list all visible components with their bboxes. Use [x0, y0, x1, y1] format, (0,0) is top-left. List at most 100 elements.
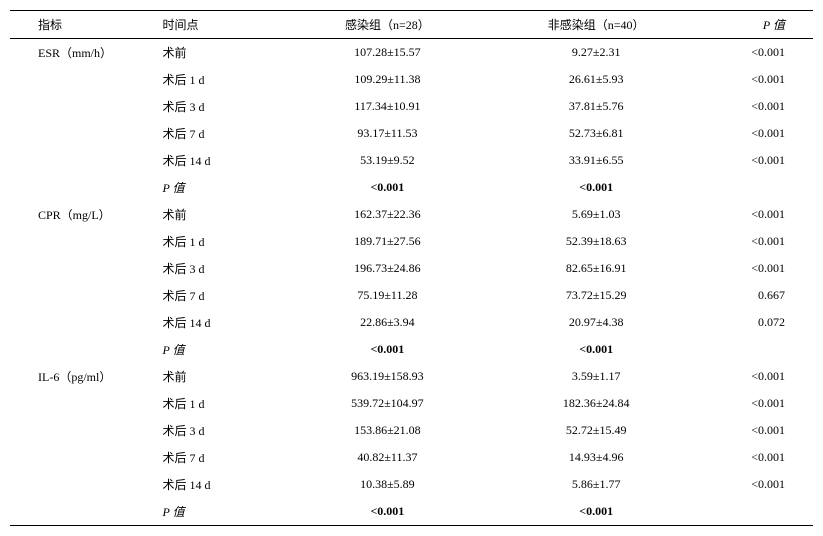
table-row: 术后 14 d10.38±5.895.86±1.77<0.001 [10, 471, 813, 498]
cell-timepoint: 术后 7 d [155, 120, 283, 147]
cell-timepoint: 术前 [155, 201, 283, 228]
cell-pvalue: <0.001 [701, 255, 813, 282]
table-row: 术后 1 d189.71±27.5652.39±18.63<0.001 [10, 228, 813, 255]
cell-group2: 52.39±18.63 [492, 228, 701, 255]
table-row: 术后 7 d40.82±11.3714.93±4.96<0.001 [10, 444, 813, 471]
cell-pvalue [701, 174, 813, 201]
cell-pvalue: <0.001 [701, 444, 813, 471]
cell-pvalue: <0.001 [701, 417, 813, 444]
cell-pvalue: <0.001 [701, 471, 813, 498]
cell-pvalue: <0.001 [701, 201, 813, 228]
cell-timepoint: 术后 14 d [155, 147, 283, 174]
table-row: 术后 3 d153.86±21.0852.72±15.49<0.001 [10, 417, 813, 444]
cell-pvalue: <0.001 [701, 228, 813, 255]
table-row: 术后 3 d117.34±10.9137.81±5.76<0.001 [10, 93, 813, 120]
cell-group1-p: <0.001 [283, 498, 492, 526]
cell-indicator [10, 390, 155, 417]
cell-group2-p: <0.001 [492, 336, 701, 363]
cell-indicator [10, 282, 155, 309]
cell-group1: 40.82±11.37 [283, 444, 492, 471]
cell-timepoint: 术后 7 d [155, 282, 283, 309]
cell-plabel: P 值 [155, 336, 283, 363]
table-row-pvalue: P 值<0.001<0.001 [10, 174, 813, 201]
cell-group2: 182.36±24.84 [492, 390, 701, 417]
cell-group1: 107.28±15.57 [283, 39, 492, 67]
cell-group2: 73.72±15.29 [492, 282, 701, 309]
cell-pvalue: 0.072 [701, 309, 813, 336]
cell-group1: 963.19±158.93 [283, 363, 492, 390]
cell-pvalue: <0.001 [701, 390, 813, 417]
cell-indicator [10, 66, 155, 93]
cell-group2: 82.65±16.91 [492, 255, 701, 282]
cell-group1: 117.34±10.91 [283, 93, 492, 120]
cell-group1-p: <0.001 [283, 174, 492, 201]
cell-timepoint: 术后 1 d [155, 228, 283, 255]
table-row-pvalue: P 值<0.001<0.001 [10, 336, 813, 363]
table-row: CPR（mg/L）术前162.37±22.365.69±1.03<0.001 [10, 201, 813, 228]
cell-indicator [10, 255, 155, 282]
table-row: 术后 14 d53.19±9.5233.91±6.55<0.001 [10, 147, 813, 174]
cell-group1-p: <0.001 [283, 336, 492, 363]
cell-indicator: ESR（mm/h） [10, 39, 155, 67]
cell-indicator [10, 147, 155, 174]
header-group2: 非感染组（n=40） [492, 11, 701, 39]
cell-group2: 3.59±1.17 [492, 363, 701, 390]
cell-group2: 9.27±2.31 [492, 39, 701, 67]
cell-pvalue: <0.001 [701, 363, 813, 390]
table-row: IL-6（pg/ml）术前963.19±158.933.59±1.17<0.00… [10, 363, 813, 390]
cell-timepoint: 术后 14 d [155, 471, 283, 498]
cell-indicator: CPR（mg/L） [10, 201, 155, 228]
cell-group2: 5.69±1.03 [492, 201, 701, 228]
cell-group1: 196.73±24.86 [283, 255, 492, 282]
cell-group1: 109.29±11.38 [283, 66, 492, 93]
table-row-pvalue: P 值<0.001<0.001 [10, 498, 813, 526]
cell-indicator [10, 228, 155, 255]
header-group1: 感染组（n=28） [283, 11, 492, 39]
cell-group2: 37.81±5.76 [492, 93, 701, 120]
cell-plabel: P 值 [155, 174, 283, 201]
cell-group1: 189.71±27.56 [283, 228, 492, 255]
header-pvalue: P 值 [701, 11, 813, 39]
cell-group2-p: <0.001 [492, 174, 701, 201]
cell-timepoint: 术后 1 d [155, 66, 283, 93]
cell-indicator [10, 444, 155, 471]
cell-indicator [10, 174, 155, 201]
cell-indicator: IL-6（pg/ml） [10, 363, 155, 390]
cell-indicator [10, 309, 155, 336]
cell-indicator [10, 471, 155, 498]
cell-indicator [10, 93, 155, 120]
table-row: 术后 1 d109.29±11.3826.61±5.93<0.001 [10, 66, 813, 93]
header-row: 指标 时间点 感染组（n=28） 非感染组（n=40） P 值 [10, 11, 813, 39]
cell-timepoint: 术后 3 d [155, 93, 283, 120]
header-indicator: 指标 [10, 11, 155, 39]
table-row: 术后 7 d93.17±11.5352.73±6.81<0.001 [10, 120, 813, 147]
cell-pvalue [701, 336, 813, 363]
cell-timepoint: 术前 [155, 363, 283, 390]
cell-group1: 153.86±21.08 [283, 417, 492, 444]
cell-group1: 93.17±11.53 [283, 120, 492, 147]
cell-timepoint: 术后 3 d [155, 255, 283, 282]
cell-timepoint: 术前 [155, 39, 283, 67]
cell-group1: 53.19±9.52 [283, 147, 492, 174]
cell-group2: 5.86±1.77 [492, 471, 701, 498]
cell-group1: 75.19±11.28 [283, 282, 492, 309]
cell-timepoint: 术后 3 d [155, 417, 283, 444]
cell-pvalue: <0.001 [701, 120, 813, 147]
cell-indicator [10, 417, 155, 444]
cell-group1: 22.86±3.94 [283, 309, 492, 336]
cell-timepoint: 术后 7 d [155, 444, 283, 471]
cell-plabel: P 值 [155, 498, 283, 526]
cell-group2: 52.73±6.81 [492, 120, 701, 147]
cell-pvalue: <0.001 [701, 93, 813, 120]
cell-pvalue: <0.001 [701, 147, 813, 174]
cell-indicator [10, 336, 155, 363]
cell-timepoint: 术后 1 d [155, 390, 283, 417]
cell-group2-p: <0.001 [492, 498, 701, 526]
table-row: ESR（mm/h）术前107.28±15.579.27±2.31<0.001 [10, 39, 813, 67]
biomarker-table: 指标 时间点 感染组（n=28） 非感染组（n=40） P 值 ESR（mm/h… [10, 10, 813, 526]
cell-pvalue: <0.001 [701, 66, 813, 93]
table-row: 术后 3 d196.73±24.8682.65±16.91<0.001 [10, 255, 813, 282]
cell-indicator [10, 120, 155, 147]
cell-pvalue: <0.001 [701, 39, 813, 67]
cell-group2: 14.93±4.96 [492, 444, 701, 471]
